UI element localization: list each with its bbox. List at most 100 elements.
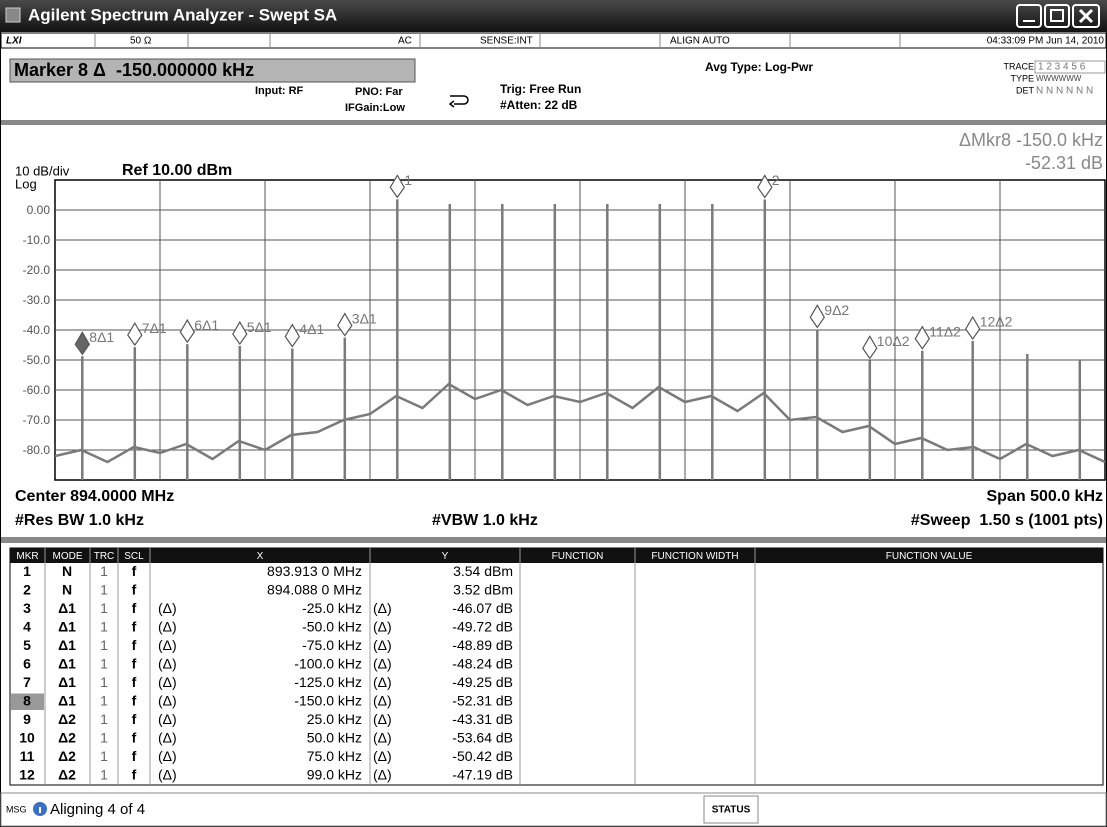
- table-cell: -52.31 dB: [452, 692, 513, 708]
- table-cell: 1: [100, 766, 108, 782]
- table-cell: -25.0 kHz: [302, 600, 362, 616]
- window-title: Agilent Spectrum Analyzer - Swept SA: [28, 5, 337, 24]
- close-glyph: [1078, 8, 1094, 24]
- marker-label: 7Δ1: [142, 320, 167, 336]
- rbw: #Res BW 1.0 kHz: [15, 512, 144, 529]
- pno: PNO: Far: [355, 86, 403, 98]
- trigger-icon: [448, 95, 469, 108]
- table-cell: -50.0 kHz: [302, 618, 362, 634]
- table-cell: 7: [23, 674, 31, 690]
- marker-table: MKR MODE TRC SCL X Y FUNCTION FUNCTION WIDTH FUN…: [9, 547, 1104, 786]
- title-bar: [0, 0, 1107, 32]
- table-cell: f: [132, 748, 137, 764]
- y-tick-label: -80.0: [23, 443, 51, 457]
- table-cell: -75.0 kHz: [302, 637, 362, 653]
- status-row: [0, 32, 1107, 49]
- table-cell: -49.72 dB: [452, 618, 513, 634]
- column-header: MODE: [53, 551, 83, 562]
- table-cell: -43.31 dB: [452, 711, 513, 727]
- table-cell: (Δ): [158, 748, 177, 764]
- trace-box: [1034, 60, 1106, 74]
- table-cell: Δ2: [58, 711, 76, 727]
- table-cell: 12: [19, 766, 35, 782]
- table-cell: 4: [23, 618, 31, 634]
- table-cell: 6: [23, 655, 31, 671]
- table-cell: f: [132, 729, 137, 745]
- delta-readout: -52.31 dB: [1025, 153, 1103, 173]
- table-cell: 1: [100, 600, 108, 616]
- y-tick-label: -30.0: [23, 293, 51, 307]
- column-header: FUNCTION: [552, 551, 604, 562]
- marker-label: 9Δ2: [824, 302, 849, 318]
- table-cell: f: [132, 563, 137, 579]
- column-header: X: [257, 551, 264, 562]
- scale-type: Log: [15, 176, 37, 191]
- table-cell: -48.89 dB: [452, 637, 513, 653]
- column-header: FUNCTION WIDTH: [651, 551, 738, 562]
- table-cell: (Δ): [373, 729, 392, 745]
- marker-diamond: [127, 321, 143, 347]
- marker-label: 8Δ1: [89, 329, 114, 345]
- marker-label: 4Δ1: [299, 321, 324, 337]
- table-cell: 1: [100, 748, 108, 764]
- table-cell: 9: [23, 711, 31, 727]
- noise-floor: [55, 382, 1105, 464]
- marker-label: 6Δ1: [194, 317, 219, 333]
- maximize-glyph: [1050, 9, 1064, 22]
- table-cell: 1: [100, 655, 108, 671]
- marker-box[interactable]: [9, 58, 416, 83]
- table-cell: 25.0 kHz: [307, 711, 362, 727]
- vbw: #VBW 1.0 kHz: [432, 512, 538, 529]
- marker-label: 1: [404, 172, 412, 188]
- table-cell: 1: [100, 618, 108, 634]
- table-cell: -50.42 dB: [452, 748, 513, 764]
- align: ALIGN AUTO: [670, 36, 730, 47]
- minimize-button[interactable]: [1016, 4, 1042, 28]
- table-cell: 3.52 dBm: [453, 581, 513, 597]
- table-cell: (Δ): [373, 618, 392, 634]
- table-cell: Δ2: [58, 748, 76, 764]
- close-button[interactable]: [1072, 4, 1100, 28]
- table-cell: Δ1: [58, 600, 76, 616]
- avg-type: Avg Type: Log-Pwr: [705, 60, 813, 74]
- app-icon: [5, 7, 21, 23]
- table-cell: f: [132, 711, 137, 727]
- maximize-button[interactable]: [1044, 4, 1070, 28]
- table-cell: 99.0 kHz: [307, 766, 362, 782]
- marker-diamond: [179, 318, 196, 344]
- marker-diamond: [862, 335, 878, 360]
- table-cell: -49.25 dB: [452, 674, 513, 690]
- active-marker: Marker 8 Δ -150.000000 kHz: [14, 60, 254, 80]
- marker-label: 5Δ1: [247, 319, 272, 335]
- trace: [55, 199, 1105, 480]
- marker-diamond: [74, 331, 91, 356]
- separator: [1, 537, 1106, 543]
- table-cell: N: [62, 581, 72, 597]
- table-cell: f: [132, 581, 137, 597]
- impedance: 50 Ω: [130, 36, 152, 47]
- table-cell: -125.0 kHz: [294, 674, 362, 690]
- type-values: WWWWWW: [1036, 74, 1082, 83]
- table-cell: 1: [100, 692, 108, 708]
- table-cell: (Δ): [373, 748, 392, 764]
- marker-label: 2: [772, 172, 780, 188]
- marker-diamond: [914, 325, 931, 350]
- table-cell: (Δ): [373, 674, 392, 690]
- trace-label: TRACE: [1003, 61, 1034, 71]
- separator: [1, 120, 1106, 125]
- column-header: FUNCTION VALUE: [886, 551, 973, 562]
- span: Span 500.0 kHz: [987, 488, 1104, 505]
- y-tick-label: -70.0: [23, 413, 51, 427]
- ref-level: Ref 10.00 dBm: [122, 162, 232, 179]
- lxi-logo: LXI: [6, 36, 22, 47]
- table-cell: -100.0 kHz: [294, 655, 362, 671]
- table-cell: -48.24 dB: [452, 655, 513, 671]
- status-separators: [94, 33, 901, 48]
- input: Input: RF: [255, 85, 304, 97]
- y-tick-label: -20.0: [23, 263, 51, 277]
- y-tick-label: -60.0: [23, 383, 51, 397]
- marker-label: 11Δ2: [929, 323, 961, 339]
- message: Aligning 4 of 4: [50, 801, 145, 818]
- marker-diamond: [757, 174, 773, 199]
- table-cell: 1: [100, 711, 108, 727]
